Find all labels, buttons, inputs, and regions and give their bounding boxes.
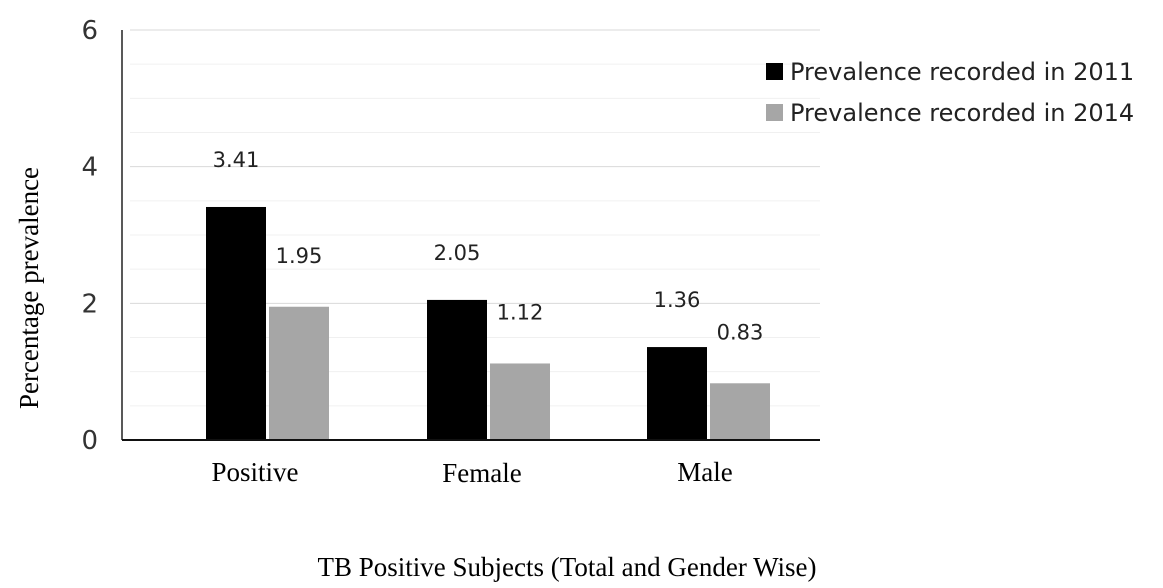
bar <box>427 299 487 440</box>
x-category-label: Male <box>677 457 732 487</box>
y-axis-title: Percentage prevalence <box>14 167 44 409</box>
x-axis-title: TB Positive Subjects (Total and Gender W… <box>318 552 817 582</box>
y-tick-label: 6 <box>81 16 98 46</box>
bar <box>490 363 550 440</box>
y-tick-label: 2 <box>81 289 98 319</box>
y-axis-ticks: 0 2 4 6 <box>81 16 98 456</box>
data-labels: 3.41 2.05 1.36 1.95 1.12 0.83 <box>213 148 764 344</box>
data-label: 0.83 <box>717 320 764 344</box>
legend-swatch <box>766 104 783 121</box>
data-label: 1.36 <box>654 288 701 312</box>
x-category-label: Positive <box>211 457 298 487</box>
bar <box>206 206 266 440</box>
x-axis-categories: Positive Female Male <box>211 457 732 488</box>
bar <box>647 347 707 440</box>
data-label: 1.95 <box>276 244 323 268</box>
legend: Prevalence recorded in 2011 Prevalence re… <box>766 58 1134 127</box>
data-label: 1.12 <box>497 300 544 324</box>
x-category-label: Female <box>442 458 521 488</box>
legend-label: Prevalence recorded in 2014 <box>790 99 1134 127</box>
legend-swatch <box>766 63 783 80</box>
bars <box>206 206 770 440</box>
legend-label: Prevalence recorded in 2011 <box>790 58 1134 86</box>
data-label: 2.05 <box>434 241 481 265</box>
bar <box>710 383 770 440</box>
y-tick-label: 4 <box>81 153 98 183</box>
data-label: 3.41 <box>213 148 260 172</box>
y-tick-label: 0 <box>81 426 98 456</box>
bar <box>269 306 329 440</box>
